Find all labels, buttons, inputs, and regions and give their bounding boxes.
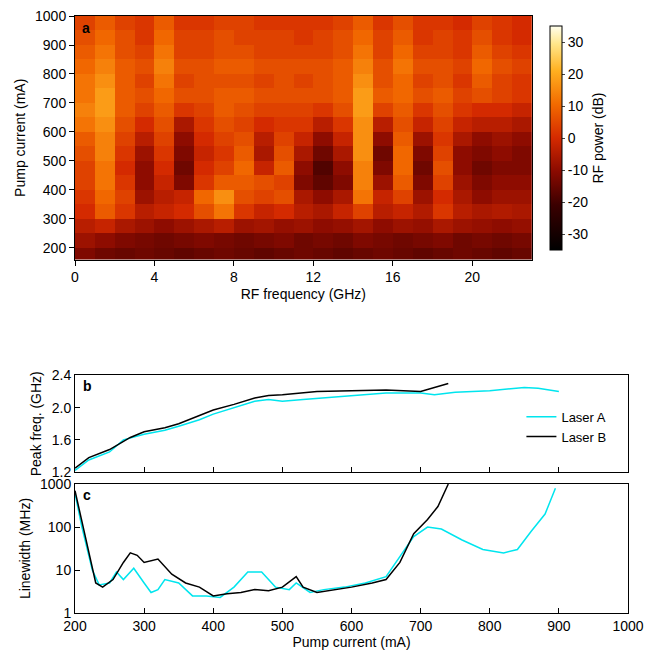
svg-text:700: 700 [409,618,433,634]
svg-text:Pump current (mA): Pump current (mA) [292,634,410,650]
svg-text:300: 300 [43,211,67,227]
svg-text:1.6: 1.6 [52,432,72,448]
svg-text:400: 400 [202,618,226,634]
svg-text:1000: 1000 [612,618,643,634]
svg-text:800: 800 [478,618,502,634]
svg-text:20: 20 [464,269,480,285]
svg-text:4: 4 [151,269,159,285]
svg-text:600: 600 [43,124,67,140]
svg-text:RF power (dB): RF power (dB) [590,92,606,183]
svg-text:b: b [83,378,92,394]
svg-text:RF frequency (GHz): RF frequency (GHz) [241,286,366,302]
svg-text:200: 200 [63,618,87,634]
svg-text:30: 30 [568,34,584,50]
svg-text:16: 16 [385,269,401,285]
svg-text:900: 900 [547,618,571,634]
svg-text:1000: 1000 [40,476,71,492]
svg-text:900: 900 [43,37,67,53]
svg-text:100: 100 [48,519,72,535]
svg-text:500: 500 [271,618,295,634]
svg-text:2.0: 2.0 [52,400,72,416]
svg-text:300: 300 [132,618,156,634]
svg-text:2.4: 2.4 [52,367,72,383]
svg-text:Peak freq. (GHz): Peak freq. (GHz) [28,371,44,476]
svg-text:10: 10 [56,562,72,578]
svg-text:1000: 1000 [35,8,66,24]
svg-text:1: 1 [63,605,71,621]
svg-text:Pump current (mA): Pump current (mA) [12,79,28,197]
svg-text:10: 10 [568,98,584,114]
svg-text:c: c [83,487,91,503]
svg-text:1.2: 1.2 [52,464,72,480]
svg-text:700: 700 [43,95,67,111]
svg-text:12: 12 [306,269,322,285]
svg-text:800: 800 [43,66,67,82]
svg-text:500: 500 [43,153,67,169]
svg-text:-30: -30 [568,226,588,242]
svg-text:Laser A: Laser A [561,410,605,425]
svg-text:-10: -10 [568,162,588,178]
svg-text:400: 400 [43,182,67,198]
svg-text:-20: -20 [568,194,588,210]
svg-text:8: 8 [230,269,238,285]
svg-text:Laser B: Laser B [561,430,606,445]
svg-text:a: a [82,20,90,36]
svg-text:600: 600 [340,618,364,634]
svg-text:Linewidth (MHz): Linewidth (MHz) [17,498,33,599]
svg-text:200: 200 [43,240,67,256]
svg-text:0: 0 [71,269,79,285]
svg-text:0: 0 [568,130,576,146]
svg-text:20: 20 [568,66,584,82]
